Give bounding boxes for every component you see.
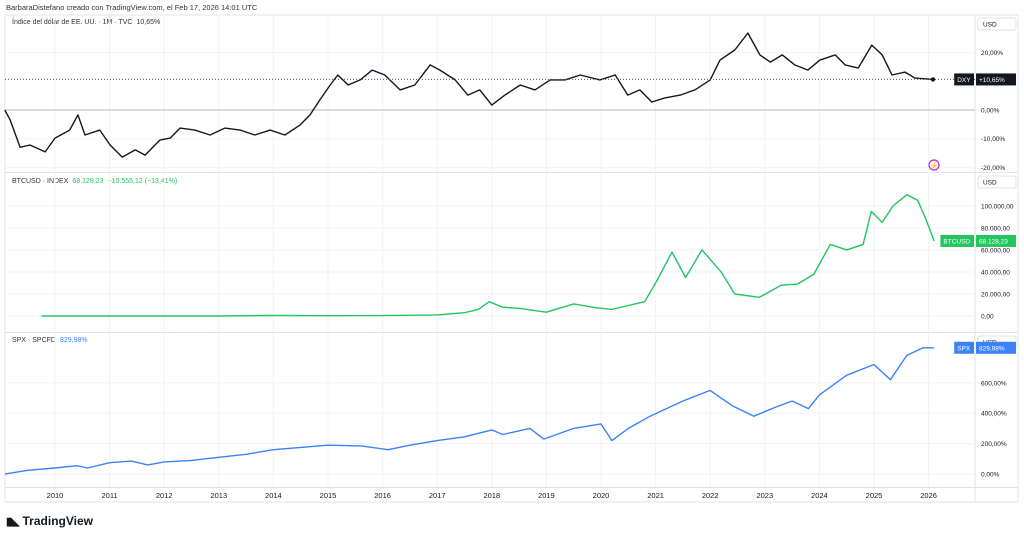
x-tick-label: 2015: [320, 491, 337, 500]
x-tick-label: 2012: [156, 491, 173, 500]
lightning-icon: [928, 159, 940, 171]
y-tick-label: 600,00%: [981, 380, 1007, 387]
x-tick-label: 2026: [920, 491, 937, 500]
symbol-tag-label: SPX: [957, 345, 971, 352]
y-tick-label: 80.000,00: [981, 225, 1010, 232]
last-value-tag: [976, 234, 1016, 247]
y-tick-label: 40.000,00: [981, 269, 1010, 276]
last-value-tag: [976, 341, 1016, 354]
y-tick-label: -20,00%: [981, 165, 1005, 172]
x-tick-label: 2023: [756, 491, 773, 500]
last-value-label: +10,65%: [979, 77, 1005, 84]
y-tick-label: 200,00%: [981, 441, 1007, 448]
symbol-tag-label: BTCUSD: [943, 238, 970, 245]
x-tick-label: 2013: [210, 491, 227, 500]
y-tick-label: 60.000,00: [981, 247, 1010, 254]
currency-button: [977, 17, 1017, 31]
symbol-tag: [940, 234, 974, 247]
y-tick-label: 0,00: [981, 314, 994, 321]
last-point-marker: [930, 77, 936, 82]
x-tick-label: 2010: [47, 491, 64, 500]
attribution: BarbaraDistefano creado con TradingView.…: [6, 3, 258, 12]
pane-title-btc: BTCUSD · INDEX 68.128,23 −10.555,12 (−13,4…: [12, 178, 178, 185]
pane-title-spx: SPX · SPCFD 829,98%: [12, 337, 88, 344]
x-tick-label: 2017: [429, 491, 446, 500]
y-tick-label: 400,00%: [981, 411, 1007, 418]
y-tick-label: 20,00%: [981, 50, 1003, 57]
x-tick-label: 2011: [102, 491, 118, 500]
x-tick-label: 2022: [702, 491, 719, 500]
x-tick-label: 2025: [866, 491, 883, 500]
x-tick-label: 2016: [374, 491, 391, 500]
series-line-btcusd: [41, 194, 935, 317]
series-line-dxy: [4, 32, 934, 158]
lightning-glyph: ⚡: [930, 161, 939, 170]
currency-label: USD: [983, 180, 997, 187]
y-tick-label: 0,00%: [981, 472, 1000, 479]
y-tick-label: 100.000,00: [981, 203, 1014, 210]
x-tick-label: 2019: [538, 491, 555, 500]
last-value-label: 68.128,23: [979, 238, 1008, 245]
symbol-tag: [954, 73, 974, 86]
x-tick-label: 2021: [647, 491, 664, 500]
tradingview-logo[interactable]: ▮◣ TradingView: [6, 514, 93, 528]
y-tick-label: 20.000,00: [981, 291, 1010, 298]
logo-mark-icon: ▮◣: [6, 515, 19, 528]
x-tick-label: 2024: [811, 491, 828, 500]
pane-title-dxy: Índice del dólar de EE. UU. · 1M · TVC 10…: [12, 19, 161, 26]
x-tick-label: 2018: [483, 491, 500, 500]
x-tick-label: 2014: [265, 491, 282, 500]
chart-border: [4, 14, 1019, 503]
last-value-tag: [976, 73, 1016, 86]
x-tick-label: 2020: [593, 491, 610, 500]
series-line-spx: [4, 347, 935, 475]
currency-label: USD: [983, 22, 997, 29]
y-tick-label: -10,00%: [981, 136, 1005, 143]
symbol-tag: [954, 341, 974, 354]
last-value-label: 829,98%: [979, 345, 1005, 352]
symbol-tag-label: DXY: [957, 77, 971, 84]
y-tick-label: 0,00%: [981, 108, 1000, 115]
currency-button: [977, 175, 1017, 189]
